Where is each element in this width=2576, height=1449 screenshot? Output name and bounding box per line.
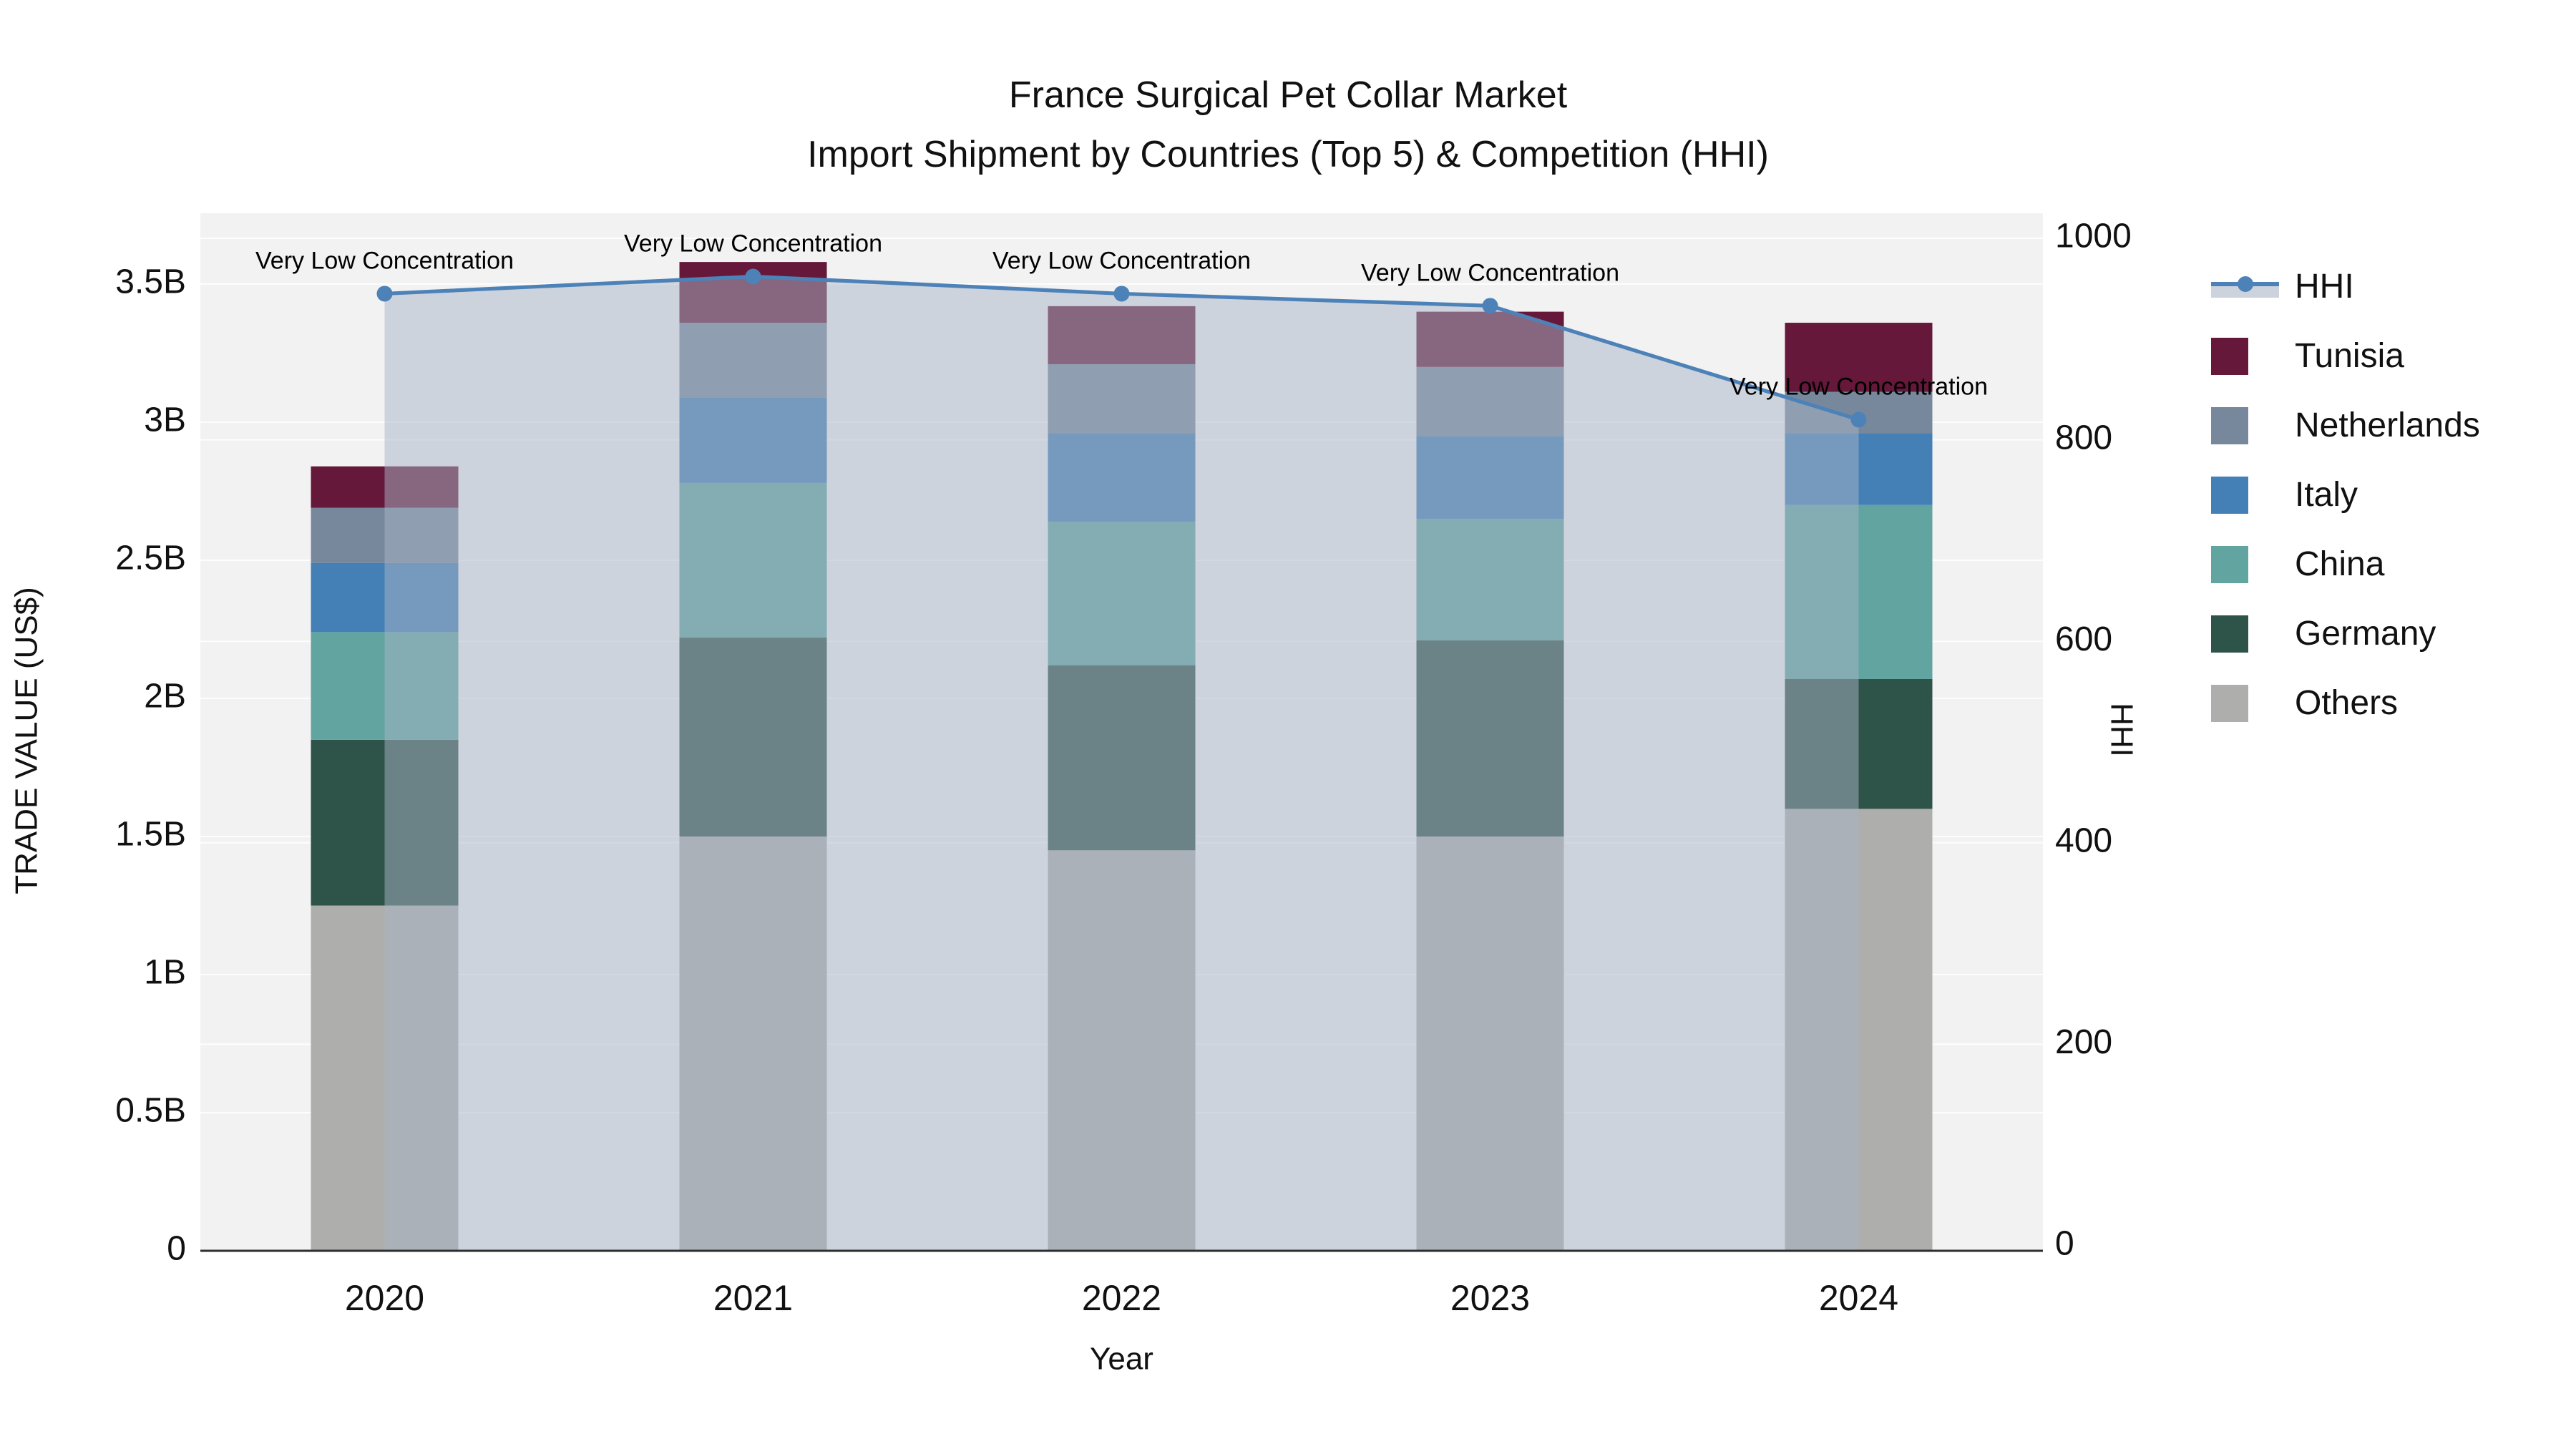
chart-title-line1: France Surgical Pet Collar Market [1008, 74, 1568, 116]
ytick-right-600: 600 [2055, 620, 2112, 658]
legend-swatch-icon [2211, 406, 2248, 444]
xtick-2021: 2021 [713, 1278, 793, 1318]
hhi-marker-2024 [1850, 411, 1867, 428]
chart-title-line2: Import Shipment by Countries (Top 5) & C… [807, 134, 1769, 175]
annotation-2020: Very Low Concentration [255, 247, 514, 274]
ytick-right-200: 200 [2055, 1023, 2112, 1061]
legend-item-hhi: HHI [2211, 252, 2480, 321]
hhi-area-fill [384, 276, 1859, 1251]
annotation-2023: Very Low Concentration [1361, 259, 1619, 286]
y-axis-title-left: TRADE VALUE (US$) [9, 587, 44, 894]
legend-label: HHI [2295, 268, 2354, 306]
ytick-right-1000: 1000 [2055, 218, 2132, 255]
xtick-2022: 2022 [1082, 1278, 1161, 1318]
hhi-marker-2022 [1113, 286, 1130, 302]
hhi-marker-2020 [376, 286, 393, 302]
legend-label: Germany [2295, 615, 2436, 653]
xtick-2023: 2023 [1450, 1278, 1530, 1318]
legend-label: Italy [2295, 476, 2358, 514]
bar-segment-2024-tunisia [1785, 323, 1933, 392]
legend-swatch-icon [2211, 337, 2248, 375]
chart-title: France Surgical Pet Collar Market Import… [0, 66, 2576, 185]
y-axis-title-right: HHI [2104, 703, 2139, 757]
ytick-left-1B: 1B [144, 954, 186, 992]
legend-item-tunisia: Tunisia [2211, 321, 2480, 391]
ytick-right-800: 800 [2055, 419, 2112, 457]
legend-label: Others [2295, 684, 2399, 722]
hhi-marker-2023 [1482, 298, 1498, 314]
legend-item-china: China [2211, 530, 2480, 599]
hhi-line-icon [2211, 275, 2279, 298]
ytick-right-400: 400 [2055, 821, 2112, 859]
annotation-2021: Very Low Concentration [624, 230, 882, 257]
ytick-left-2.5B: 2.5B [115, 540, 186, 577]
legend-swatch-icon [2211, 684, 2248, 722]
legend-swatch-icon [2211, 476, 2248, 514]
ytick-left-0: 0 [167, 1230, 186, 1268]
legend-label: Tunisia [2295, 337, 2404, 375]
annotation-2022: Very Low Concentration [992, 247, 1251, 274]
legend: HHI Tunisia Netherlands Italy China Germany Ot… [2211, 252, 2480, 738]
legend-item-others: Others [2211, 668, 2480, 738]
legend-label: Netherlands [2295, 406, 2480, 444]
xtick-2024: 2024 [1819, 1278, 1898, 1318]
ytick-left-0.5B: 0.5B [115, 1092, 186, 1130]
legend-item-netherlands: Netherlands [2211, 391, 2480, 460]
annotation-2024: Very Low Concentration [1729, 373, 1988, 400]
x-axis-title: Year [1090, 1342, 1153, 1377]
ytick-left-2B: 2B [144, 678, 186, 716]
ytick-left-3B: 3B [144, 401, 186, 439]
ytick-left-1.5B: 1.5B [115, 816, 186, 854]
legend-item-germany: Germany [2211, 599, 2480, 668]
legend-label: China [2295, 545, 2385, 583]
legend-swatch-icon [2211, 615, 2248, 653]
ytick-right-0: 0 [2055, 1225, 2074, 1263]
legend-item-italy: Italy [2211, 460, 2480, 530]
xtick-2020: 2020 [345, 1278, 424, 1318]
ytick-left-3.5B: 3.5B [115, 263, 186, 301]
hhi-marker-2021 [745, 268, 761, 285]
legend-swatch-icon [2211, 545, 2248, 583]
